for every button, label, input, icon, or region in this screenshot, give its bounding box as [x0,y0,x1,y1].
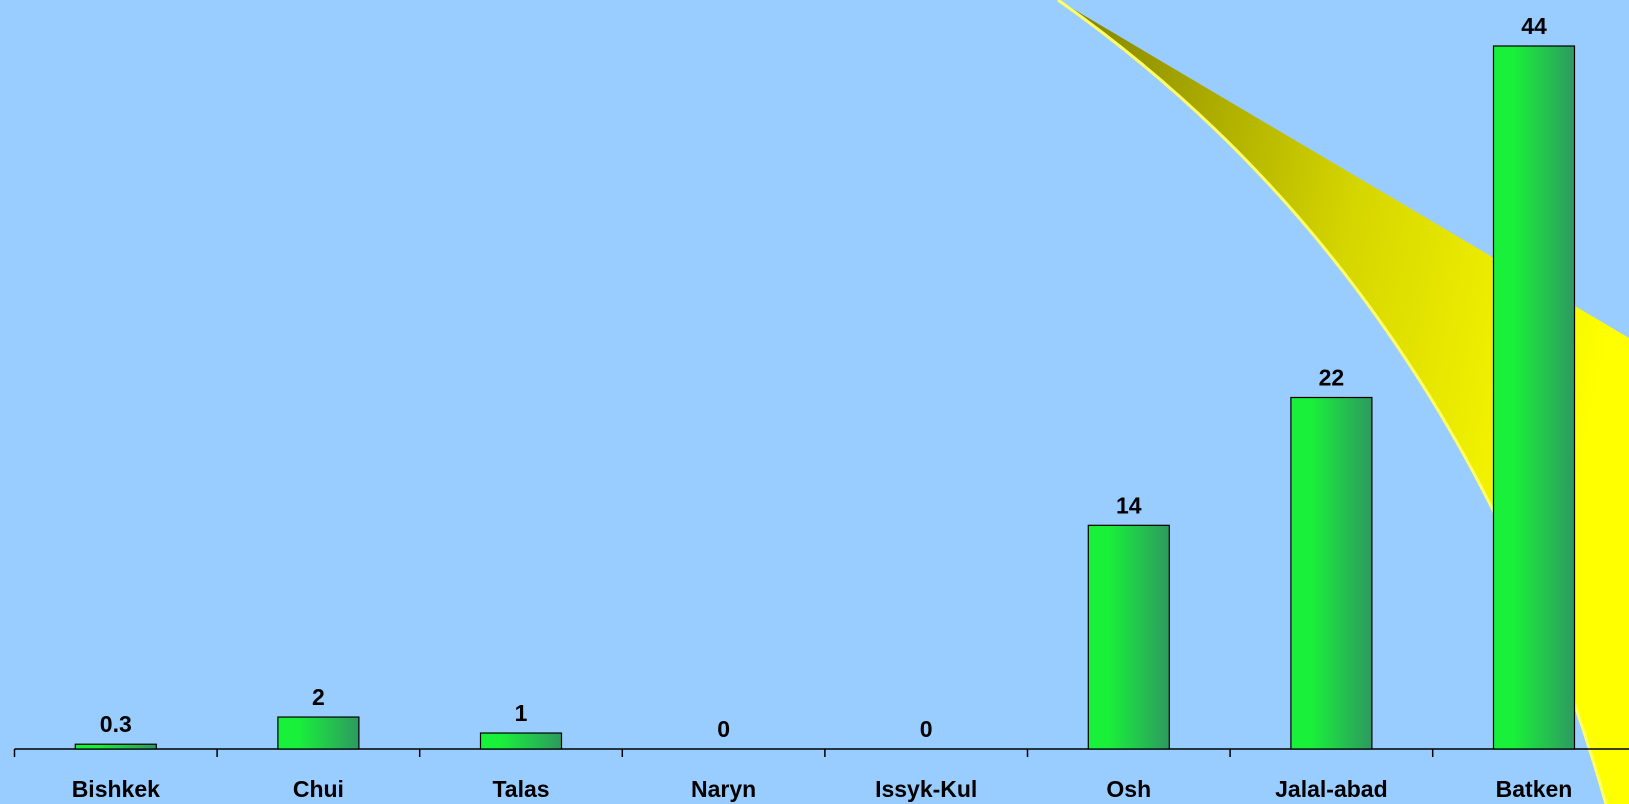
bar [1087,524,1170,750]
x-tick-label: Jalal-abad [1275,776,1388,802]
bar [277,716,360,750]
x-tick-label: Bishkek [72,776,160,802]
bar [1290,396,1373,750]
x-tick-label: Chui [293,776,344,802]
value-label: 0.3 [100,711,132,737]
x-tick-label: Batken [1496,776,1573,802]
bar [1492,45,1576,750]
value-label: 2 [312,684,325,710]
x-tick-label: Naryn [691,776,756,802]
value-label: 0 [920,716,933,742]
value-label: 1 [515,700,528,726]
x-tick-label: Talas [492,776,549,802]
value-label: 44 [1521,13,1547,39]
x-tick-label: Osh [1106,776,1151,802]
value-label: 14 [1116,492,1142,518]
plot-area: 0.3 Bishkek 2 Chui 1 Talas 0 Naryn 0 Issyk-Kul 14 O… [13,13,1629,802]
value-label: 0 [717,716,730,742]
value-label: 22 [1319,365,1345,391]
bar [479,732,563,750]
x-tick-label: Issyk-Kul [875,776,977,802]
bar [74,743,157,750]
